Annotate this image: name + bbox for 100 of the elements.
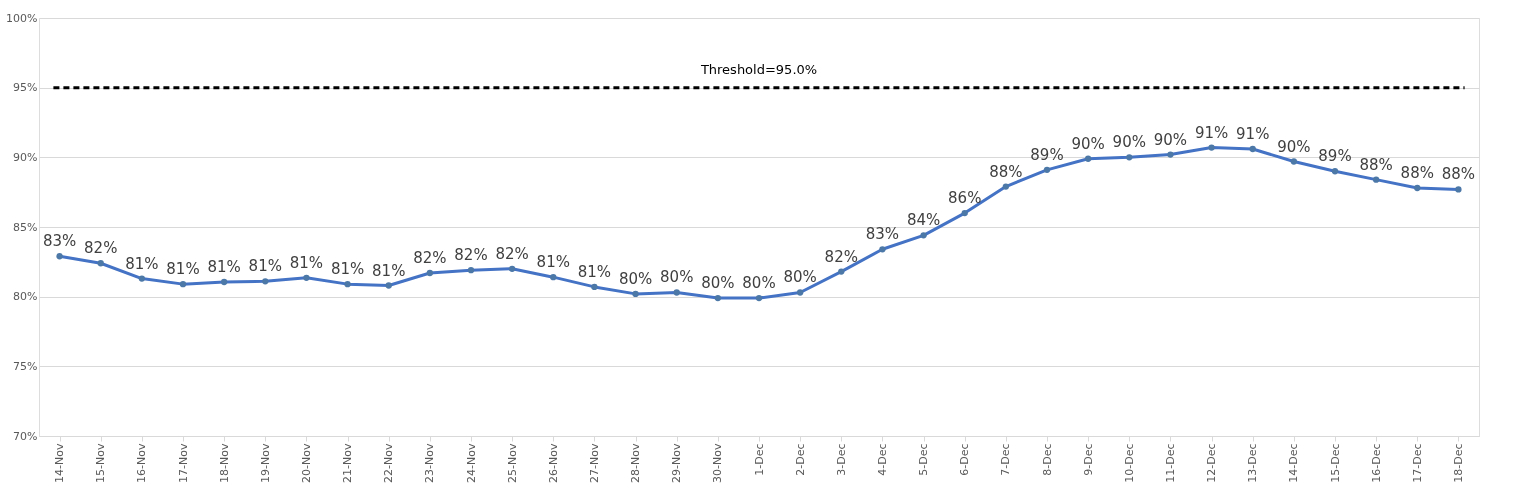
x-tick-label: 21-Nov	[341, 443, 355, 483]
data-label: 81%	[166, 260, 200, 279]
data-label: 81%	[207, 258, 241, 277]
data-label: 81%	[536, 253, 570, 272]
data-label: 88%	[989, 162, 1023, 181]
x-tick-label: 4-Dec	[875, 443, 889, 476]
data-label: 82%	[495, 244, 529, 263]
x-tick-label: 14-Nov	[53, 443, 67, 483]
y-tick-label: 90%	[13, 150, 38, 164]
data-label: 90%	[1112, 133, 1146, 152]
x-tick-label: 29-Nov	[670, 443, 684, 483]
data-label: 82%	[84, 239, 118, 258]
point	[385, 282, 392, 289]
point	[1455, 186, 1462, 193]
y-tick-label: 75%	[13, 359, 38, 373]
point	[920, 232, 927, 239]
data-label: 81%	[372, 261, 406, 280]
y-tick-label: 80%	[13, 290, 38, 304]
point	[1208, 144, 1215, 151]
data-label: 80%	[618, 269, 653, 288]
x-tick-label: 24-Nov	[464, 443, 478, 483]
data-label: 88%	[1441, 165, 1476, 184]
data-label: 82%	[824, 247, 858, 266]
point	[1167, 151, 1174, 158]
point	[344, 280, 351, 288]
x-tick-label: 17-Dec	[1410, 443, 1424, 483]
x-tick-label: 18-Dec	[1451, 443, 1465, 483]
data-label: 81%	[248, 257, 282, 276]
x-tick-label: 9-Dec	[1081, 443, 1095, 476]
data-label: 89%	[1318, 147, 1352, 166]
data-label: 81%	[330, 260, 365, 279]
x-tick-label: 25-Nov	[505, 443, 519, 483]
data-label: 91%	[1194, 123, 1229, 142]
point	[632, 290, 639, 298]
point	[673, 289, 680, 296]
y-tick-label: 100%	[6, 11, 38, 25]
x-tick-label: 15-Dec	[1328, 443, 1342, 483]
x-tick-label: 22-Nov	[382, 443, 396, 483]
x-tick-label: 2-Dec	[793, 443, 807, 476]
data-label: 82%	[413, 248, 447, 267]
x-tick-label: 3-Dec	[834, 443, 848, 476]
point	[426, 269, 434, 277]
data-label: 81%	[125, 254, 159, 273]
x-tick-label: 15-Nov	[94, 443, 108, 483]
data-label: 90%	[1071, 134, 1105, 153]
data-label: 80%	[783, 268, 817, 287]
x-tick-label: 18-Nov	[217, 443, 231, 483]
x-tick-label: 11-Dec	[1163, 443, 1177, 483]
point	[97, 260, 104, 267]
x-tick-label: 10-Dec	[1122, 443, 1136, 483]
data-label: 82%	[454, 246, 488, 265]
point	[1372, 176, 1380, 183]
data-label: 80%	[701, 274, 735, 293]
x-tick-label: 26-Nov	[546, 443, 560, 483]
point	[879, 246, 886, 253]
data-label: 80%	[660, 268, 694, 287]
x-tick-label: 8-Dec	[1040, 443, 1054, 476]
point	[1084, 155, 1092, 162]
data-label: 86%	[948, 189, 982, 208]
x-tick-label: 27-Nov	[587, 443, 601, 483]
data-label: 90%	[1153, 130, 1188, 149]
x-tick-label: 16-Dec	[1369, 443, 1383, 483]
data-label: 84%	[906, 211, 941, 230]
x-tick-label: 20-Nov	[299, 443, 313, 483]
point	[1002, 183, 1010, 190]
point	[1290, 158, 1298, 165]
data-label: 81%	[577, 262, 612, 281]
x-tick-label: 7-Dec	[999, 443, 1013, 476]
point	[591, 283, 598, 291]
data-label: 88%	[1400, 163, 1434, 182]
x-tick-label: 17-Nov	[176, 443, 190, 483]
data-label: 83%	[42, 232, 77, 251]
point	[838, 268, 845, 275]
x-tick-label: 12-Dec	[1205, 443, 1219, 483]
x-tick-label: 30-Nov	[711, 443, 725, 483]
point	[550, 274, 557, 281]
y-tick-label: 95%	[13, 81, 38, 95]
point	[796, 289, 804, 296]
point	[961, 209, 968, 217]
data-label: 89%	[1030, 145, 1064, 164]
point	[1249, 145, 1256, 153]
x-tick-label: 14-Dec	[1287, 443, 1301, 483]
point	[714, 294, 722, 302]
x-tick-label: 6-Dec	[958, 443, 972, 476]
x-tick-label: 23-Nov	[423, 443, 437, 483]
x-tick-label: 16-Nov	[135, 443, 149, 483]
point	[56, 253, 63, 260]
point	[1126, 154, 1133, 161]
point	[303, 274, 310, 282]
point	[508, 265, 516, 272]
point	[1414, 184, 1421, 192]
point	[755, 294, 763, 302]
data-label: 90%	[1277, 137, 1311, 156]
x-tick-label: 5-Dec	[917, 443, 931, 476]
y-tick-label: 85%	[13, 220, 38, 234]
data-label: 80%	[742, 274, 776, 293]
point	[262, 278, 269, 285]
x-tick-label: 1-Dec	[752, 443, 766, 476]
data-label: 81%	[289, 253, 324, 272]
data-label: 83%	[865, 225, 900, 244]
